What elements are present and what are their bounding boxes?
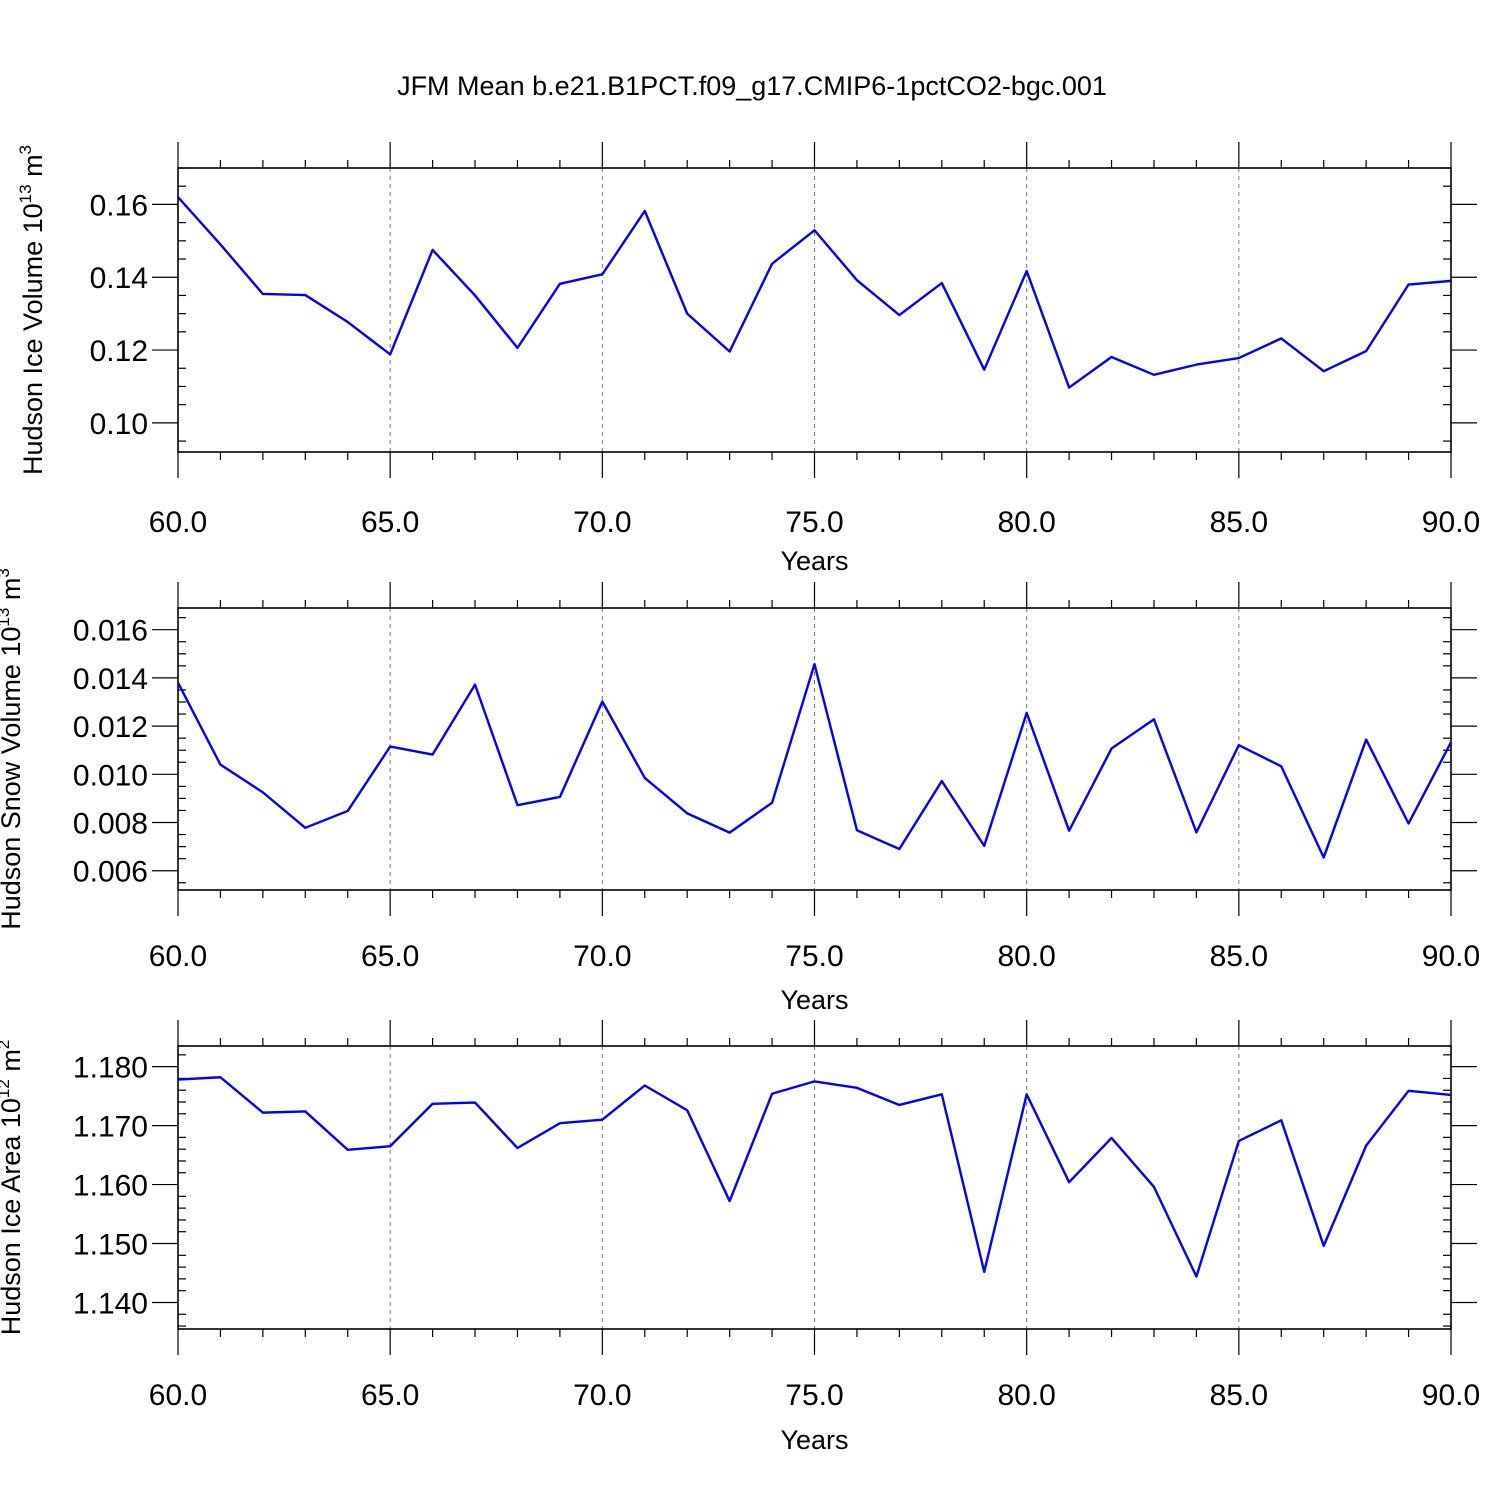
y-axis-label-unit-exponent: 3 — [16, 145, 35, 154]
y-axis-label: Hudson Snow Volume 1013 m3 — [0, 568, 26, 930]
y-tick-label: 1.160 — [73, 1170, 148, 1203]
x-tick-label: 75.0 — [785, 940, 843, 973]
y-axis-label-unit-exponent: 2 — [0, 1040, 13, 1049]
x-tick-label: 90.0 — [1422, 940, 1480, 973]
y-tick-label: 0.12 — [90, 335, 148, 368]
y-tick-label: 1.150 — [73, 1229, 148, 1262]
x-axis-label: Years — [780, 1425, 848, 1455]
series-line — [177, 1076, 1452, 1278]
y-tick-label: 0.16 — [90, 189, 148, 222]
panel-3: 60.0 65.0 70.0 75.0 80.0 85.0 90.0 1.140 1.150 1.… — [0, 1020, 1480, 1455]
x-axis-label: Years — [780, 985, 848, 1015]
panel-1: 60.0 65.0 70.0 75.0 80.0 85.0 90.0 0.10 0.12 0.14… — [16, 142, 1480, 576]
y-axis-label-exponent: 13 — [16, 184, 35, 203]
panel-2: 60.0 65.0 70.0 75.0 80.0 85.0 90.0 0.006 0.008 0.… — [0, 568, 1480, 1015]
x-tick-label: 75.0 — [785, 506, 843, 539]
y-tick-label: 0.14 — [90, 262, 148, 295]
y-axis-label-text: Hudson Snow Volume 10 — [0, 627, 26, 930]
series-line — [177, 196, 1452, 389]
x-tick-label: 60.0 — [149, 940, 207, 973]
x-tick-label: 65.0 — [361, 1379, 419, 1412]
y-axis-label-unit-exponent: 3 — [0, 568, 13, 577]
x-tick-label: 70.0 — [573, 940, 631, 973]
x-tick-label: 90.0 — [1422, 1379, 1480, 1412]
y-axis-label-unit: m — [0, 1049, 26, 1079]
x-tick-label: 80.0 — [997, 940, 1055, 973]
x-tick-label: 70.0 — [573, 1379, 631, 1412]
x-tick-label: 70.0 — [573, 506, 631, 539]
x-tick-label: 85.0 — [1210, 506, 1268, 539]
x-axis-label: Years — [780, 546, 848, 576]
x-tick-label: 65.0 — [361, 940, 419, 973]
y-tick-label: 0.010 — [73, 759, 148, 792]
y-axis-label-text: Hudson Ice Volume 10 — [18, 203, 48, 475]
y-axis-label: Hudson Ice Volume 1013 m3 — [16, 145, 48, 475]
x-tick-label: 65.0 — [361, 506, 419, 539]
x-tick-label: 85.0 — [1210, 1379, 1268, 1412]
y-tick-label: 0.016 — [73, 615, 148, 648]
x-tick-label: 60.0 — [149, 1379, 207, 1412]
figure-title: JFM Mean b.e21.B1PCT.f09_g17.CMIP6-1pctC… — [397, 71, 1107, 101]
y-tick-label: 0.008 — [73, 808, 148, 841]
x-tick-label: 75.0 — [785, 1379, 843, 1412]
x-tick-label: 80.0 — [997, 1379, 1055, 1412]
x-tick-label: 85.0 — [1210, 940, 1268, 973]
x-tick-label: 80.0 — [997, 506, 1055, 539]
y-tick-label: 1.140 — [73, 1287, 148, 1320]
y-axis-label-text: Hudson Ice Area 10 — [0, 1098, 26, 1335]
y-tick-label: 0.006 — [73, 856, 148, 889]
y-tick-label: 0.014 — [73, 663, 148, 696]
y-tick-label: 1.170 — [73, 1111, 148, 1144]
y-tick-label: 0.012 — [73, 711, 148, 744]
y-axis-label-exponent: 13 — [0, 608, 13, 627]
y-tick-label: 0.10 — [90, 408, 148, 441]
x-tick-label: 60.0 — [149, 506, 207, 539]
y-axis-label-exponent: 12 — [0, 1079, 13, 1098]
y-axis-label-unit: m — [18, 154, 48, 184]
y-axis-label-unit: m — [0, 578, 26, 608]
y-tick-label: 1.180 — [73, 1052, 148, 1085]
y-axis-label: Hudson Ice Area 1012 m2 — [0, 1040, 26, 1336]
series-line — [176, 662, 1453, 859]
panels: 60.0 65.0 70.0 75.0 80.0 85.0 90.0 0.10 0.12 0.14… — [0, 142, 1480, 1455]
x-tick-label: 90.0 — [1422, 506, 1480, 539]
